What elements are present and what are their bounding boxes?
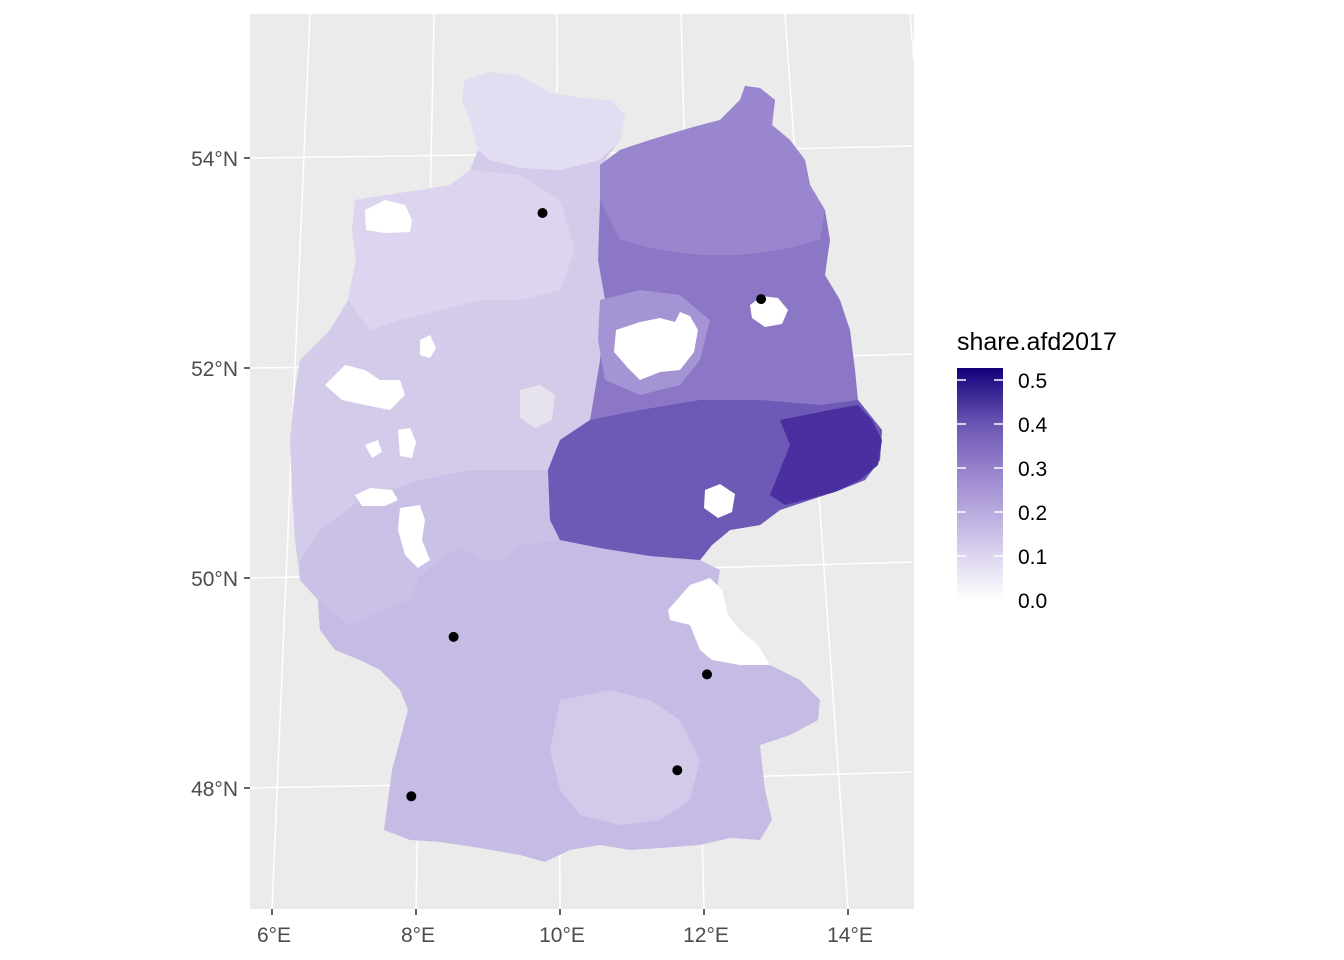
x-tick-label-6e: 6°E (257, 924, 291, 947)
missing-oberfranken (668, 578, 770, 665)
missing-bremen (365, 200, 412, 233)
region-bavaria-light (550, 690, 700, 825)
x-tick-label-10e: 10°E (539, 924, 585, 947)
x-tick-label-12e: 12°E (683, 924, 729, 947)
missing-saxony-small (365, 440, 382, 458)
region-hesse (300, 470, 560, 630)
legend-tick-marks (957, 379, 1003, 601)
city-point-mannheim (448, 631, 459, 642)
y-axis-labels: 54°N 52°N 50°N 48°N (191, 148, 238, 801)
y-tick-label-54n: 54°N (191, 148, 238, 171)
region-saxony-east (770, 405, 882, 505)
city-points (406, 208, 767, 802)
y-tick-label-50n: 50°N (191, 568, 238, 591)
legend-label-1: 0.1 (1018, 546, 1047, 569)
missing-koeln (355, 488, 398, 506)
legend-title: share.afd2017 (957, 328, 1117, 356)
region-harz (520, 385, 555, 428)
city-point-munich (672, 765, 683, 776)
city-point-hamburg (537, 208, 548, 218)
region-mecklenburg (600, 86, 825, 255)
city-point-freiburg (406, 791, 417, 802)
legend-label-4: 0.4 (1018, 414, 1048, 437)
city-point-berlin (756, 294, 767, 305)
missing-chemnitz (704, 484, 735, 518)
missing-data-areas (325, 200, 788, 665)
legend-label-3: 0.3 (1018, 458, 1047, 481)
x-tick-label-8e: 8°E (401, 924, 435, 947)
legend-label-0: 0.0 (1018, 590, 1047, 613)
missing-ruhr (325, 365, 405, 410)
region-schleswig-holstein (462, 72, 625, 170)
missing-magdeburg (614, 312, 698, 380)
city-point-regensburg (702, 669, 712, 680)
axis-ticks (244, 157, 849, 915)
x-axis-labels: 6°E 8°E 10°E 12°E 14°E (257, 924, 873, 947)
missing-bielefeld (420, 335, 436, 358)
legend-label-2: 0.2 (1018, 502, 1047, 525)
legend-label-5: 0.5 (1018, 370, 1047, 393)
legend: share.afd2017 0.0 0.1 0.2 0.3 0.4 0.5 (957, 328, 1117, 613)
missing-dortmund (398, 428, 416, 458)
missing-frankfurt (398, 505, 430, 568)
x-tick-label-14e: 14°E (827, 924, 873, 947)
legend-colorbar (957, 368, 1003, 600)
y-tick-label-52n: 52°N (191, 358, 238, 381)
gridline-16e (909, 14, 914, 61)
y-tick-label-48n: 48°N (191, 778, 238, 801)
